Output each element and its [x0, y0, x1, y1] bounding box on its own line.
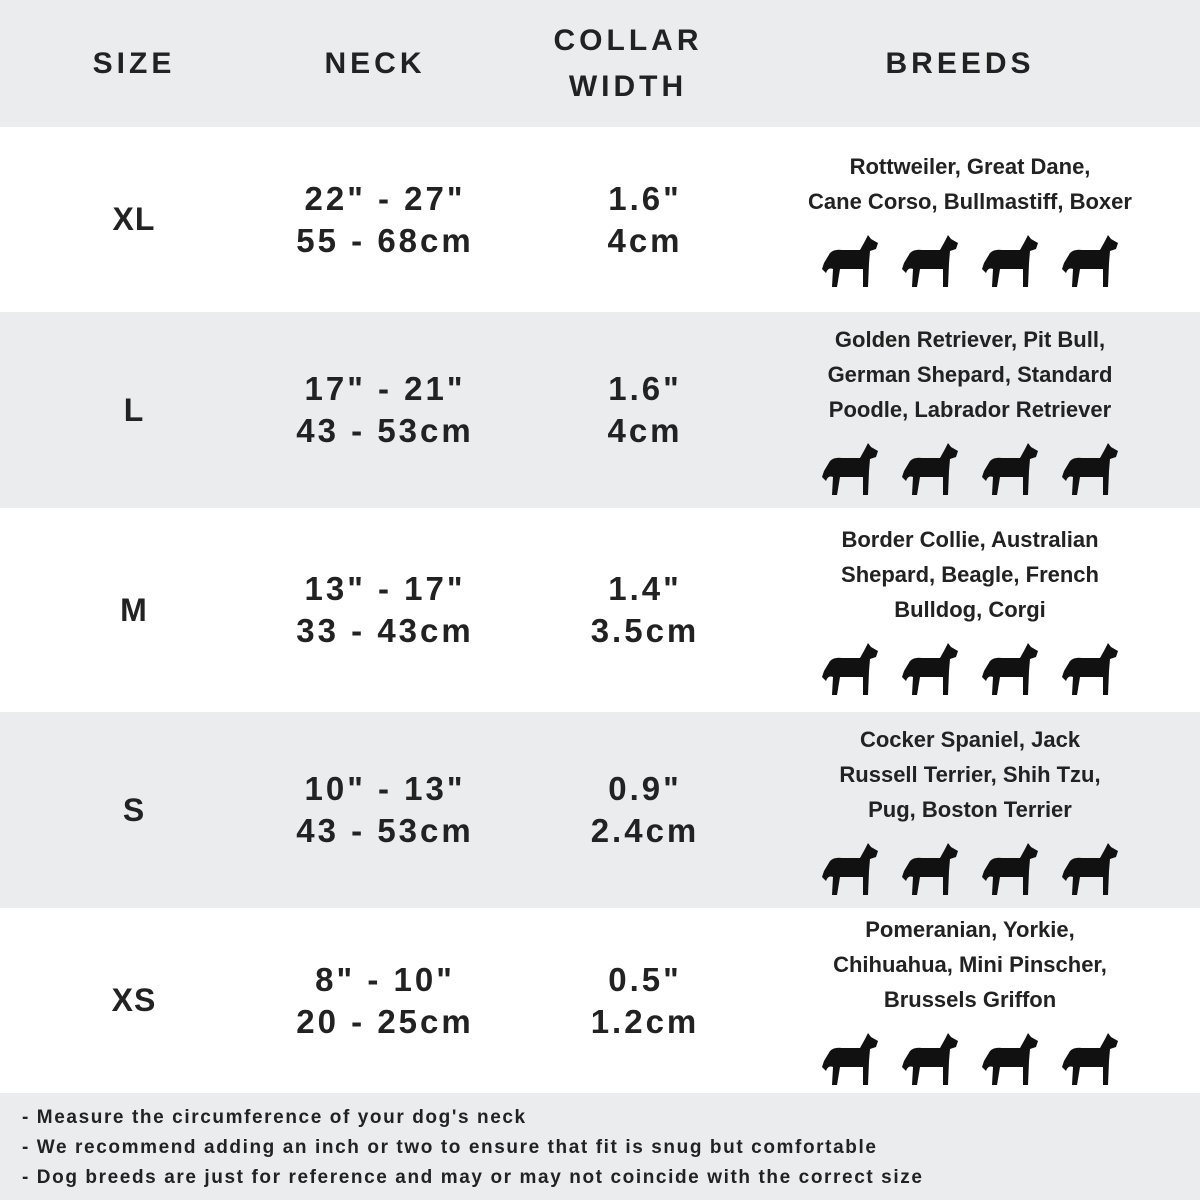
neck-cell: 10" - 13" 43 - 53cm [235, 712, 535, 908]
breeds-cell: Cocker Spaniel, Jack Russell Terrier, Shi… [760, 712, 1180, 908]
poodle-icon [982, 442, 1038, 495]
neck-cm: 43 - 53cm [296, 812, 474, 849]
size-row-m: M 13" - 17" 33 - 43cm 1.4" 3.5cm Border Co… [0, 508, 1200, 712]
size-row-l: L 17" - 21" 43 - 53cm 1.6" 4cm Golden Retr… [0, 312, 1200, 508]
breeds-text: Cane Corso, Bullmastiff, Boxer [808, 188, 1132, 214]
size-label: XS [111, 982, 157, 1018]
neck-inches: 10" - 13" [304, 770, 466, 807]
note-line: - We recommend adding an inch or two to … [22, 1137, 878, 1158]
collar-width-cell: 1.6" 4cm [495, 312, 795, 508]
collar-width-cm: 1.2cm [590, 1002, 700, 1040]
table-header: SIZE NECK COLLAR WIDTH BREEDS [0, 0, 1200, 127]
collar-width-cell: 1.6" 4cm [495, 127, 795, 312]
neck-cm: 55 - 68cm [296, 221, 474, 259]
pug-icon [1062, 842, 1118, 895]
collar-width-inches: 0.5" [608, 960, 682, 998]
breed-icons [817, 229, 1123, 291]
collar-width-cell: 1.4" 3.5cm [495, 508, 795, 712]
size-label: XL [112, 201, 156, 237]
golden-retriever-icon [822, 442, 878, 495]
breeds-text: Cocker Spaniel, Jack [859, 726, 1081, 752]
breeds-text: Border Collie, Australian [841, 526, 1099, 552]
breeds-text: Rottweiler, Great Dane, [849, 153, 1091, 179]
neck-inches: 17" - 21" [304, 370, 466, 407]
size-label: M [120, 591, 148, 628]
collar-width-cm: 4cm [607, 221, 683, 259]
collar-width-cell: 0.9" 2.4cm [495, 712, 795, 908]
notes-footer: - Measure the circumference of your dog'… [0, 1093, 1200, 1200]
cane-corso-icon [982, 234, 1038, 287]
french-bulldog-icon [982, 642, 1038, 695]
neck-inches: 22" - 27" [304, 179, 466, 217]
rottweiler-icon [822, 234, 878, 287]
breeds-cell: Golden Retriever, Pit Bull, German Shepar… [760, 312, 1180, 508]
collar-width-inches: 1.4" [608, 570, 682, 607]
breeds-text: Chihuahua, Mini Pinscher, [833, 952, 1107, 977]
german-shepard-icon [1062, 442, 1118, 495]
size-cell: XS [0, 908, 284, 1093]
labrador-icon [902, 442, 958, 495]
breed-icons [817, 437, 1123, 499]
size-row-s: S 10" - 13" 43 - 53cm 0.9" 2.4cm Cocker Sp… [0, 712, 1200, 908]
size-cell: L [0, 312, 284, 508]
size-label: L [123, 391, 145, 428]
collar-width-cm: 4cm [607, 412, 683, 449]
breeds-text: Brussels Griffon [883, 987, 1057, 1012]
size-label: S [122, 791, 146, 828]
mini-pinscher-icon [1062, 1033, 1118, 1085]
header-neck: NECK [324, 46, 426, 80]
breeds-text: Pug, Boston Terrier [868, 796, 1072, 822]
neck-cell: 17" - 21" 43 - 53cm [235, 312, 535, 508]
breeds-text: German Shepard, Standard [827, 361, 1113, 387]
collar-width-cm: 2.4cm [590, 812, 700, 849]
size-cell: M [0, 508, 284, 712]
header-size: SIZE [92, 46, 176, 80]
cocker-spaniel-icon [822, 842, 878, 895]
note-line: - Dog breeds are just for reference and … [22, 1167, 924, 1188]
breed-icons [817, 637, 1123, 699]
neck-cell: 8" - 10" 20 - 25cm [235, 908, 535, 1093]
note-line: - Measure the circumference of your dog'… [22, 1107, 527, 1128]
neck-cell: 13" - 17" 33 - 43cm [235, 508, 535, 712]
breeds-text: Shepard, Beagle, French [841, 561, 1099, 587]
size-cell: S [0, 712, 284, 908]
breeds-text: Bulldog, Corgi [894, 596, 1046, 622]
neck-cell: 22" - 27" 55 - 68cm [235, 127, 535, 312]
collar-width-inches: 1.6" [608, 370, 682, 407]
collar-width-inches: 0.9" [608, 770, 682, 807]
australian-shepard-icon [822, 642, 878, 695]
breeds-cell: Pomeranian, Yorkie, Chihuahua, Mini Pinsc… [760, 908, 1180, 1093]
size-cell: XL [0, 127, 284, 312]
shih-tzu-icon [982, 842, 1038, 895]
neck-cm: 43 - 53cm [296, 412, 474, 449]
breeds-cell: Rottweiler, Great Dane, Cane Corso, Bullm… [760, 127, 1180, 312]
breeds-text: Russell Terrier, Shih Tzu, [839, 761, 1101, 787]
beagle-icon [902, 642, 958, 695]
size-row-xl: XL 22" - 27" 55 - 68cm 1.6" 4cm Rottweiler… [0, 127, 1200, 312]
breeds-cell: Border Collie, Australian Shepard, Beagle… [760, 508, 1180, 712]
collar-width-inches: 1.6" [608, 179, 682, 217]
breed-icons [817, 837, 1123, 899]
breed-icons [817, 1027, 1123, 1089]
collar-width-cell: 0.5" 1.2cm [495, 908, 795, 1093]
breeds-text: Pomeranian, Yorkie, [865, 917, 1075, 942]
pomeranian-icon [822, 1033, 878, 1085]
neck-inches: 8" - 10" [315, 960, 455, 998]
great-dane-icon [902, 234, 958, 287]
header-breeds: BREEDS [885, 46, 1035, 80]
neck-cm: 33 - 43cm [296, 612, 474, 649]
corgi-icon [1062, 642, 1118, 695]
breeds-text: Golden Retriever, Pit Bull, [834, 326, 1106, 352]
neck-inches: 13" - 17" [304, 570, 466, 607]
header-collar-width: COLLAR WIDTH [553, 23, 703, 103]
bullmastiff-icon [1062, 234, 1118, 287]
jack-russell-icon [902, 842, 958, 895]
neck-cm: 20 - 25cm [296, 1002, 474, 1040]
breeds-text: Poodle, Labrador Retriever [828, 396, 1112, 422]
chihuahua-icon [982, 1033, 1038, 1085]
collar-width-cm: 3.5cm [590, 612, 700, 649]
yorkie-icon [902, 1033, 958, 1085]
size-row-xs: XS 8" - 10" 20 - 25cm 0.5" 1.2cm Pomerania… [0, 908, 1200, 1093]
